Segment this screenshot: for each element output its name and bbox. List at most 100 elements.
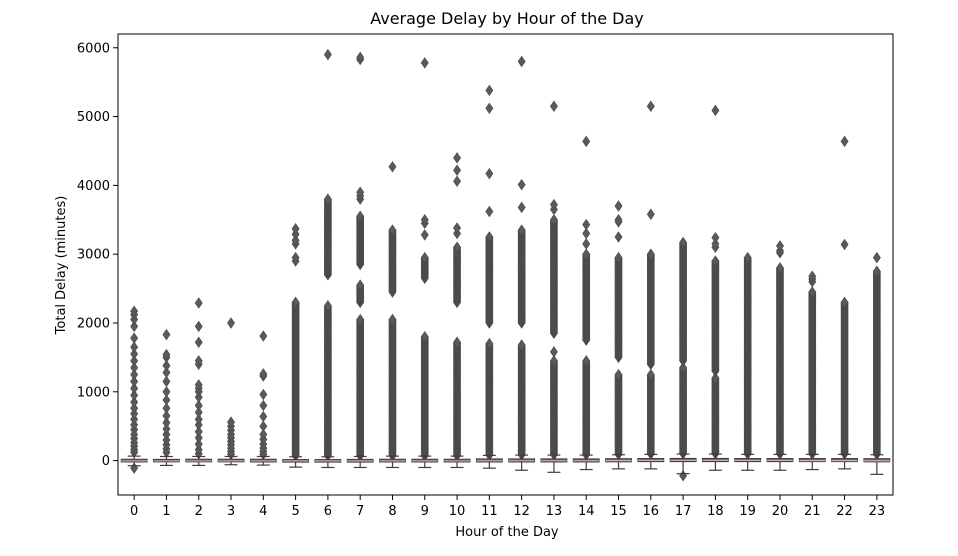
outlier-point — [872, 251, 881, 264]
x-tick-label: 0 — [130, 504, 138, 519]
outlier-point — [582, 238, 591, 250]
outlier-point — [130, 375, 139, 388]
x-tick-label: 3 — [227, 504, 235, 519]
x-tick-label: 8 — [388, 504, 396, 519]
x-tick-label: 6 — [324, 504, 332, 519]
outlier-point — [130, 382, 139, 395]
outlier-point — [162, 386, 171, 398]
outlier-point — [130, 355, 139, 367]
outlier-point — [453, 152, 462, 164]
outlier-point — [162, 328, 171, 341]
outlier-point — [711, 104, 720, 117]
outlier-point — [453, 175, 462, 187]
x-tick-label: 20 — [772, 504, 789, 519]
x-tick-label: 16 — [643, 504, 660, 519]
outlier-point — [517, 178, 526, 191]
outlier-point — [323, 300, 332, 312]
outlier-point — [130, 402, 139, 415]
outlier-point — [194, 399, 203, 412]
x-tick-label: 14 — [578, 504, 595, 519]
outlier-point — [194, 425, 203, 438]
x-tick-label: 12 — [513, 504, 530, 519]
outlier-point — [162, 417, 171, 429]
outlier-point — [227, 317, 235, 329]
x-tick-label: 19 — [739, 504, 756, 519]
outlier-point — [323, 193, 332, 205]
outlier-point — [356, 51, 365, 64]
outlier-point — [130, 396, 139, 408]
y-tick-label: 0 — [102, 454, 110, 469]
x-tick-label: 10 — [449, 504, 466, 519]
outlier-point — [194, 432, 203, 444]
outlier-point — [194, 297, 203, 309]
outlier-point — [130, 332, 139, 344]
x-tick-label: 13 — [546, 504, 563, 519]
outlier-point — [517, 224, 526, 236]
outlier-point — [130, 389, 139, 401]
outlier-point — [130, 348, 139, 360]
outlier-point — [485, 337, 494, 350]
outlier-point — [840, 135, 849, 148]
outlier-point — [582, 218, 591, 231]
outlier-point — [420, 57, 429, 69]
y-tick-label: 3000 — [77, 248, 110, 263]
outlier-point — [485, 167, 494, 180]
outlier-point — [194, 320, 203, 333]
outlier-point — [162, 402, 171, 415]
outlier-point — [614, 231, 623, 243]
outlier-point — [485, 205, 494, 218]
outlier-point — [259, 399, 268, 412]
outlier-point — [194, 438, 203, 450]
x-tick-label: 15 — [610, 504, 627, 519]
outlier-point — [420, 331, 429, 343]
outlier-point — [582, 135, 591, 148]
chart-title: Average Delay by Hour of the Day — [370, 9, 644, 28]
outlier-point — [711, 231, 720, 244]
outlier-point — [453, 222, 462, 234]
x-tick-label: 22 — [836, 504, 853, 519]
outlier-point — [356, 279, 365, 291]
outlier-point — [130, 305, 139, 318]
outlier-point — [162, 375, 171, 388]
outlier-point — [453, 241, 462, 254]
outlier-point — [485, 231, 494, 243]
x-tick-label: 9 — [421, 504, 429, 519]
outlier-point — [356, 186, 365, 198]
x-tick-label: 7 — [356, 504, 364, 519]
outlier-point — [259, 388, 268, 401]
outlier-point — [194, 413, 203, 426]
outlier-point — [162, 348, 171, 361]
outlier-point — [420, 251, 429, 264]
outlier-point — [485, 84, 494, 97]
outlier-point — [162, 423, 171, 435]
outlier-point — [259, 428, 268, 441]
x-tick-label: 5 — [291, 504, 299, 519]
outlier-point — [388, 161, 397, 173]
y-tick-label: 6000 — [77, 41, 110, 56]
outlier-point — [259, 368, 268, 380]
x-tick-label: 2 — [195, 504, 203, 519]
x-tick-label: 4 — [259, 504, 267, 519]
outlier-point — [356, 313, 365, 326]
outlier-point — [162, 359, 171, 372]
outlier-point — [259, 330, 268, 342]
outlier-point — [453, 336, 462, 348]
outlier-point — [130, 361, 139, 374]
outlier-point — [291, 251, 300, 264]
outlier-point — [130, 341, 139, 353]
outlier-point — [549, 100, 558, 112]
outlier-point — [646, 208, 655, 220]
outlier-point — [388, 313, 397, 326]
outlier-point — [840, 238, 849, 251]
x-tick-label: 1 — [162, 504, 170, 519]
x-tick-label: 18 — [707, 504, 724, 519]
y-tick-label: 5000 — [77, 110, 110, 125]
outlier-point — [291, 296, 300, 309]
x-tick-label: 21 — [804, 504, 821, 519]
outlier-point — [194, 379, 203, 391]
outlier-point — [646, 100, 655, 112]
outlier-point — [291, 234, 300, 247]
outlier-point — [194, 406, 203, 419]
